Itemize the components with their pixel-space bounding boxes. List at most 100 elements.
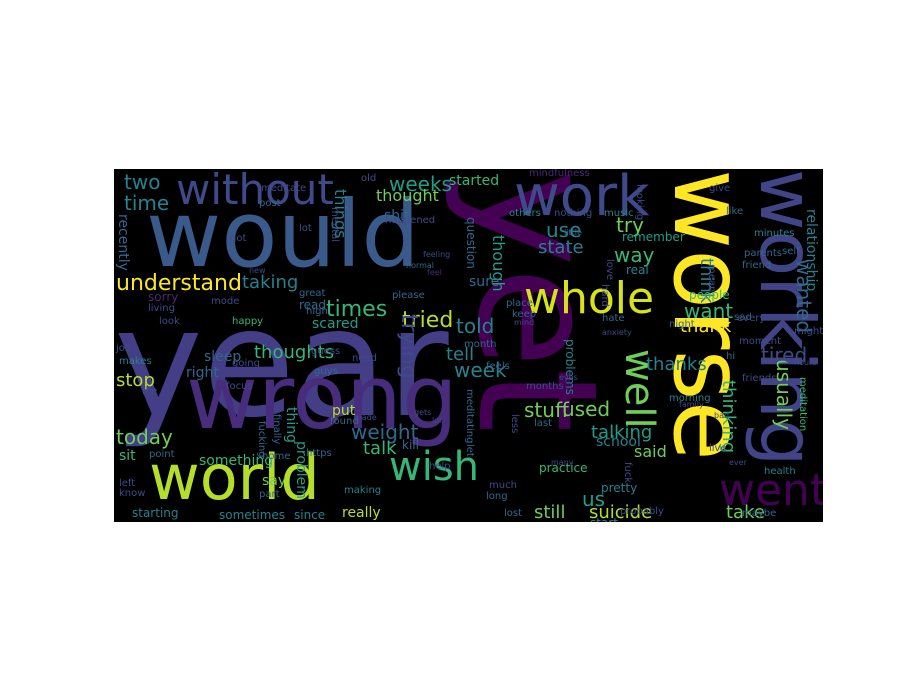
- cloud-word-things: things: [331, 189, 350, 239]
- cloud-word-would: would: [146, 181, 420, 288]
- cloud-word-lost: lost: [504, 508, 523, 519]
- cloud-word-right: right: [186, 365, 219, 381]
- cloud-word-ever: ever: [729, 458, 747, 467]
- cloud-word-mindfulness: mindfulness: [529, 169, 590, 179]
- cloud-word-went: went: [719, 465, 823, 516]
- cloud-word-give: give: [709, 183, 731, 194]
- cloud-word-thank: thank: [680, 316, 732, 337]
- cloud-word-sometimes: sometimes: [219, 508, 286, 522]
- cloud-word-new: new: [249, 266, 266, 275]
- cloud-word-work: work: [514, 169, 650, 229]
- cloud-word-week: week: [454, 358, 507, 382]
- cloud-word-two: two: [124, 170, 161, 194]
- cloud-word-health: health: [764, 466, 796, 477]
- cloud-word-tell: tell: [446, 344, 475, 365]
- cloud-word-keep: keep: [512, 309, 537, 320]
- cloud-word-without: without: [176, 169, 334, 214]
- cloud-word-eyes: eyes: [559, 373, 578, 382]
- cloud-word-job: job: [116, 343, 132, 354]
- cloud-word-moment: moment: [739, 336, 782, 347]
- cloud-word-weight: weight: [351, 420, 419, 444]
- cloud-word-want: want: [684, 299, 734, 323]
- cloud-word-weeks: weeks: [389, 172, 452, 196]
- cloud-word-start: start: [590, 517, 618, 522]
- cloud-word-taking: taking: [242, 272, 299, 293]
- cloud-word-mean: mean: [706, 264, 717, 293]
- cloud-word-thanks: thanks: [646, 354, 707, 375]
- cloud-word-bad: bad: [714, 411, 730, 420]
- cloud-word-kill: kill: [402, 438, 419, 452]
- cloud-word-wanted: wanted: [792, 259, 816, 334]
- cloud-word-feel: feel: [427, 268, 442, 277]
- cloud-word-normal: normal: [406, 261, 435, 270]
- cloud-word-talking: talking: [591, 422, 653, 443]
- cloud-word-say: say: [262, 473, 287, 489]
- cloud-word-recently: recently: [115, 214, 131, 271]
- cloud-word-way: way: [614, 243, 655, 267]
- cloud-word-meditation: meditation: [797, 377, 808, 432]
- cloud-word-whole: whole: [524, 273, 655, 324]
- cloud-word-trying: trying: [396, 314, 421, 379]
- cloud-word-point: point: [149, 449, 175, 460]
- cloud-word-probably: probably: [620, 506, 664, 517]
- cloud-word-suicide: suicide: [589, 502, 653, 522]
- cloud-word-relationship: relationship: [803, 209, 819, 292]
- cloud-word-since: since: [294, 508, 326, 522]
- cloud-word-please: please: [392, 290, 425, 301]
- cloud-word-place: place: [506, 298, 533, 309]
- cloud-word-pretty: pretty: [601, 481, 638, 495]
- cloud-word-sit: sit: [119, 448, 136, 464]
- cloud-word-life: life: [142, 386, 158, 397]
- cloud-word-starting: starting: [132, 506, 179, 520]
- cloud-word-time: time: [124, 191, 170, 215]
- cloud-word-meditate: meditate: [261, 183, 307, 194]
- cloud-word-working: working: [743, 169, 823, 467]
- cloud-word-lot: lot: [299, 223, 312, 234]
- cloud-word-mind: mind: [514, 318, 535, 327]
- cloud-word-gets: gets: [414, 408, 432, 417]
- cloud-word-sad: sad: [734, 312, 752, 323]
- cloud-word-read: read: [299, 298, 327, 312]
- cloud-word-hours: hours: [794, 358, 817, 367]
- cloud-word-friend: friend: [742, 260, 772, 271]
- cloud-word-sorry: sorry: [148, 290, 179, 304]
- cloud-word-hi: hi: [726, 351, 736, 362]
- cloud-word-anxiety: anxiety: [602, 328, 632, 337]
- cloud-word-parents: parents: [744, 248, 782, 259]
- word-cloud: year yet would worse wrong working world work wi…: [114, 169, 823, 522]
- cloud-word-real: real: [626, 263, 649, 277]
- cloud-word-lol: lol: [432, 416, 442, 425]
- cloud-word-happened: happened: [385, 215, 436, 226]
- cloud-word-much: much: [489, 480, 517, 491]
- cloud-word-great: great: [299, 288, 326, 299]
- cloud-word-try: try: [616, 213, 644, 237]
- cloud-word-well: well: [616, 349, 662, 429]
- cloud-word-live: live: [709, 443, 727, 454]
- cloud-word-hate: hate: [602, 313, 625, 324]
- cloud-word-shit: shit: [384, 208, 410, 224]
- cloud-word-might: might: [794, 326, 823, 337]
- cloud-word-less: less: [509, 414, 520, 434]
- cloud-word-meditating: meditating: [464, 389, 475, 444]
- cloud-word-understand: understand: [116, 271, 242, 296]
- cloud-word-living: living: [148, 303, 175, 314]
- cloud-word-usually: usually: [772, 359, 796, 430]
- cloud-word-finally: finally: [271, 414, 282, 445]
- cloud-word-makes: makes: [119, 356, 152, 367]
- cloud-word-think: think: [696, 258, 717, 304]
- cloud-word-found: found: [330, 416, 359, 427]
- cloud-word-question: question: [464, 217, 478, 269]
- cloud-word-guess: guess: [311, 346, 341, 357]
- cloud-word-sleep: sleep: [204, 349, 242, 365]
- cloud-word-months: months: [526, 381, 564, 392]
- cloud-word-look: look: [159, 316, 180, 327]
- cloud-word-started: started: [449, 173, 500, 189]
- cloud-word-happy: happy: [232, 316, 264, 327]
- cloud-word-though: though: [489, 235, 508, 292]
- cloud-word-thoughts: thoughts: [254, 342, 335, 363]
- cloud-word-scared: scared: [312, 316, 359, 332]
- cloud-word-sure: sure: [469, 274, 500, 290]
- cloud-word-yet: yet: [441, 169, 633, 433]
- cloud-word-thing: thing: [283, 407, 299, 444]
- cloud-word-us: us: [582, 487, 606, 511]
